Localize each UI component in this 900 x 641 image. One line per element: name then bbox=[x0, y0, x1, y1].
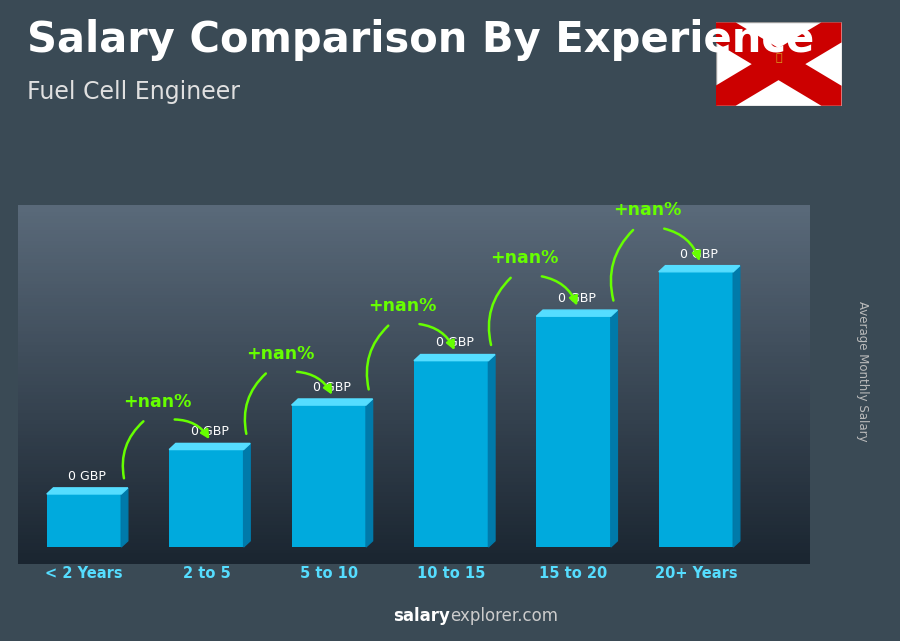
Text: 0 GBP: 0 GBP bbox=[68, 470, 106, 483]
Text: +nan%: +nan% bbox=[368, 297, 436, 315]
Polygon shape bbox=[716, 22, 842, 106]
FancyArrowPatch shape bbox=[489, 278, 510, 345]
Text: Salary Comparison By Experience: Salary Comparison By Experience bbox=[27, 19, 814, 62]
Text: 5 to 10: 5 to 10 bbox=[300, 566, 358, 581]
Polygon shape bbox=[734, 265, 740, 547]
Polygon shape bbox=[122, 488, 128, 547]
FancyArrowPatch shape bbox=[122, 421, 143, 478]
Text: 0 GBP: 0 GBP bbox=[313, 381, 351, 394]
Text: < 2 Years: < 2 Years bbox=[45, 566, 122, 581]
Bar bbox=[536, 316, 611, 547]
Bar bbox=[414, 361, 489, 547]
FancyArrowPatch shape bbox=[664, 229, 700, 258]
Text: Average Monthly Salary: Average Monthly Salary bbox=[856, 301, 868, 442]
Text: 0 GBP: 0 GBP bbox=[436, 337, 473, 349]
Text: salary: salary bbox=[393, 607, 450, 625]
Polygon shape bbox=[611, 310, 617, 547]
Text: +nan%: +nan% bbox=[613, 201, 681, 219]
Polygon shape bbox=[489, 354, 495, 547]
Polygon shape bbox=[169, 444, 250, 449]
Polygon shape bbox=[366, 399, 373, 547]
Polygon shape bbox=[292, 399, 373, 405]
Polygon shape bbox=[536, 310, 617, 316]
Polygon shape bbox=[244, 444, 250, 547]
Text: 10 to 15: 10 to 15 bbox=[417, 566, 485, 581]
Polygon shape bbox=[414, 354, 495, 361]
Polygon shape bbox=[47, 488, 128, 494]
Text: 🛡: 🛡 bbox=[775, 53, 782, 63]
FancyArrowPatch shape bbox=[611, 230, 633, 301]
Polygon shape bbox=[716, 22, 842, 106]
Polygon shape bbox=[659, 265, 740, 272]
FancyArrowPatch shape bbox=[175, 419, 208, 437]
Text: 0 GBP: 0 GBP bbox=[558, 292, 596, 305]
FancyArrowPatch shape bbox=[297, 372, 330, 392]
FancyArrowPatch shape bbox=[245, 374, 266, 434]
Text: 0 GBP: 0 GBP bbox=[191, 425, 229, 438]
Text: explorer.com: explorer.com bbox=[450, 607, 558, 625]
Text: +nan%: +nan% bbox=[246, 345, 314, 363]
FancyArrowPatch shape bbox=[367, 326, 388, 390]
FancyArrowPatch shape bbox=[419, 324, 454, 347]
Text: 2 to 5: 2 to 5 bbox=[183, 566, 230, 581]
Text: +nan%: +nan% bbox=[491, 249, 559, 267]
Text: 20+ Years: 20+ Years bbox=[654, 566, 737, 581]
Text: Fuel Cell Engineer: Fuel Cell Engineer bbox=[27, 80, 240, 104]
FancyArrowPatch shape bbox=[542, 276, 577, 303]
Bar bbox=[169, 449, 244, 547]
Text: 0 GBP: 0 GBP bbox=[680, 247, 718, 260]
Bar bbox=[659, 272, 733, 547]
Bar bbox=[292, 405, 366, 547]
Bar bbox=[47, 494, 122, 547]
Text: 15 to 20: 15 to 20 bbox=[539, 566, 608, 581]
Text: +nan%: +nan% bbox=[123, 393, 192, 411]
